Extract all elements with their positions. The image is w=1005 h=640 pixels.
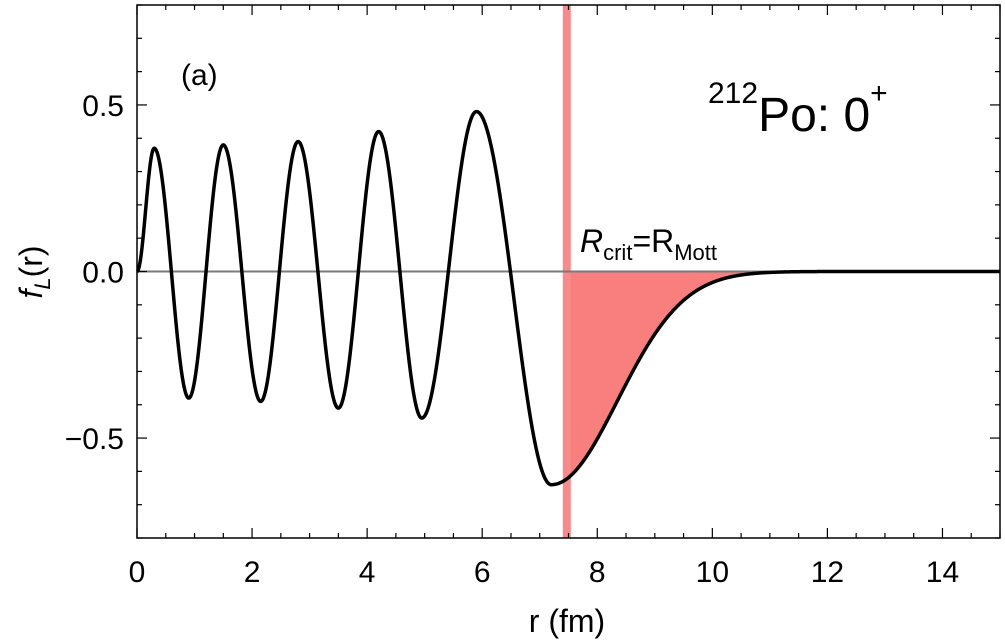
y-axis-tail: (r) (13, 245, 49, 277)
nucleus-mass: 212 (708, 77, 758, 110)
x-tick-label: 8 (589, 556, 606, 589)
x-tick-label: 14 (926, 556, 959, 589)
tick-layer (136, 4, 1001, 539)
x-tick-label: 10 (696, 556, 729, 589)
series-line (135, 109, 1002, 487)
mott-sub: Mott (674, 240, 717, 265)
x-tick-label: 12 (811, 556, 844, 589)
crit-r: R (580, 223, 603, 259)
y-tick-label: −0.5 (65, 423, 124, 456)
nucleus-symbol: Po: 0 (758, 89, 870, 142)
crit-sub: crit (603, 240, 632, 265)
y-tick-label: 0.0 (82, 257, 124, 290)
nucleus-label: 212Po: 0+ (708, 77, 888, 142)
x-tick-label: 6 (474, 556, 491, 589)
x-tick-label: 2 (244, 556, 261, 589)
critical-radius-label: Rcrit=RMott (580, 223, 717, 265)
x-tick-label: 4 (359, 556, 376, 589)
panel-label: (a) (181, 59, 218, 92)
tick-label-layer: 0 2 4 6 8 10 12 14 −0.5 0.0 0.5 (65, 90, 959, 589)
shaded-region (566, 271, 1000, 479)
curve-layer (135, 109, 1002, 487)
y-tick-label: 0.5 (82, 90, 124, 123)
crit-eq: =R (632, 223, 674, 259)
nucleus-parity: + (870, 77, 888, 110)
shaded-region-layer (566, 271, 1000, 479)
y-axis-sub: L (30, 277, 55, 289)
x-tick-label: 0 (129, 556, 146, 589)
x-axis-title: r (fm) (529, 603, 605, 639)
y-axis-title: fL(r) (13, 245, 55, 298)
